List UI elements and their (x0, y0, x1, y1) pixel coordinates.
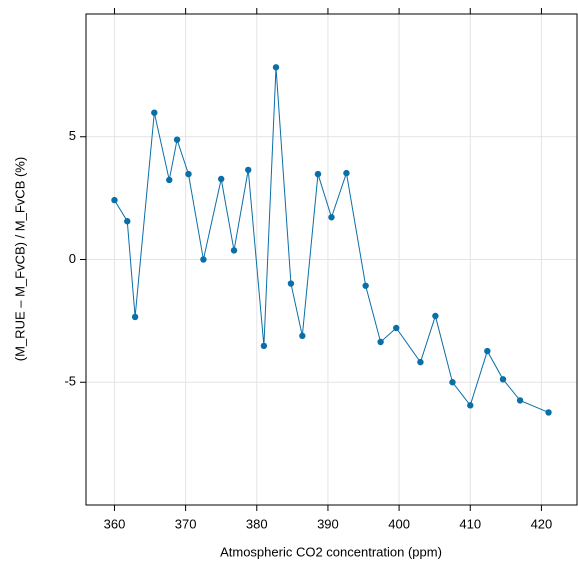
x-tick-label: 420 (531, 516, 553, 531)
x-tick-label: 400 (388, 516, 410, 531)
data-point (393, 324, 400, 332)
data-point (218, 175, 225, 183)
x-tick-label: 390 (317, 516, 339, 531)
data-point (230, 247, 238, 254)
data-point (166, 176, 173, 184)
data-point (185, 170, 192, 178)
data-point (484, 347, 491, 355)
data-point (299, 332, 306, 340)
data-point (545, 409, 552, 416)
data-point (151, 109, 158, 116)
x-tick-label: 360 (104, 516, 126, 531)
data-point (377, 338, 384, 346)
data-point (362, 282, 369, 289)
data-point (449, 379, 456, 386)
data-point (124, 218, 131, 225)
x-axis-label: Atmospheric CO2 concentration (ppm) (220, 544, 442, 559)
data-point (272, 64, 280, 71)
data-point (131, 313, 139, 321)
data-point (328, 214, 335, 221)
data-point (111, 196, 118, 204)
data-point (260, 342, 268, 350)
data-point (432, 312, 439, 320)
data-point (417, 358, 424, 366)
plot-frame (85, 13, 578, 506)
data-point (467, 402, 474, 409)
data-point (499, 376, 507, 383)
data-point (516, 397, 524, 404)
x-tick-label: 380 (246, 516, 268, 531)
data-point (200, 256, 207, 263)
data-point (245, 166, 252, 174)
x-tick-label: 410 (459, 516, 481, 531)
y-tick-label: 5 (69, 128, 76, 143)
y-tick-label: 0 (69, 251, 76, 266)
y-axis-label: (M_RUE – M_FvCB) / M_FvCB (%) (12, 157, 27, 361)
data-point (314, 170, 322, 178)
data-point (287, 280, 295, 287)
data-point (173, 136, 181, 143)
y-tick-label: -5 (64, 374, 76, 389)
data-point (343, 169, 350, 177)
x-tick-label: 370 (175, 516, 197, 531)
data-line (114, 67, 549, 413)
